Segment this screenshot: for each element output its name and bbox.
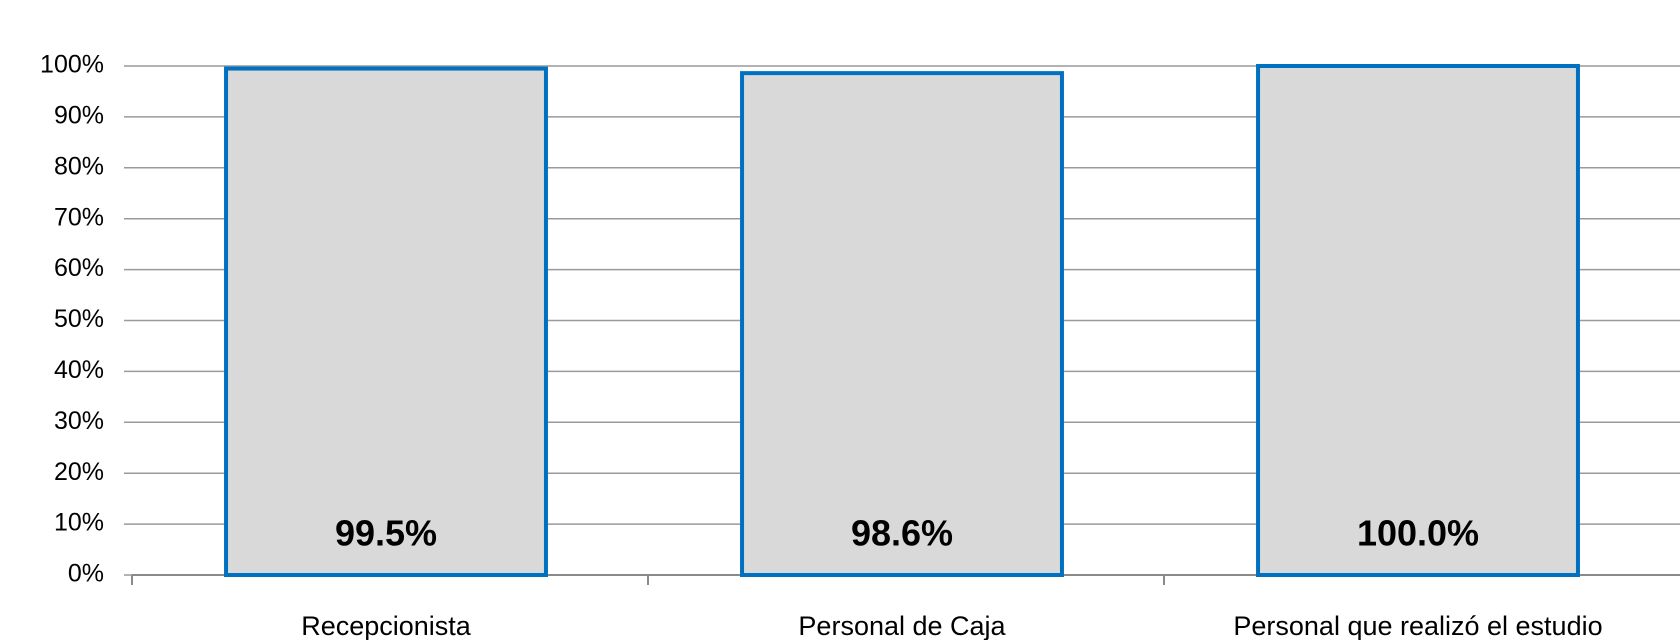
- y-tick-label: 10%: [54, 509, 104, 537]
- y-tick-label: 50%: [54, 305, 104, 333]
- bar: [224, 66, 548, 577]
- x-tick-label: Personal de Caja: [798, 611, 1006, 640]
- y-tick-label: 30%: [54, 407, 104, 435]
- value-label: 98.6%: [851, 513, 953, 554]
- bar: [1256, 64, 1580, 577]
- bar: [740, 71, 1064, 577]
- y-tick-label: 90%: [54, 102, 104, 130]
- value-label: 99.5%: [335, 513, 437, 554]
- x-tick-label: Recepcionista: [301, 611, 472, 640]
- y-tick-label: 20%: [54, 458, 104, 486]
- y-tick-label: 40%: [54, 356, 104, 384]
- y-tick-label: 60%: [54, 254, 104, 282]
- y-tick-label: 0%: [68, 560, 104, 588]
- y-tick-label: 100%: [40, 51, 104, 79]
- value-label: 100.0%: [1357, 513, 1479, 554]
- y-tick-label: 80%: [54, 152, 104, 180]
- y-tick-label: 70%: [54, 203, 104, 231]
- x-tick-label: Personal que realizó el estudio: [1233, 611, 1602, 640]
